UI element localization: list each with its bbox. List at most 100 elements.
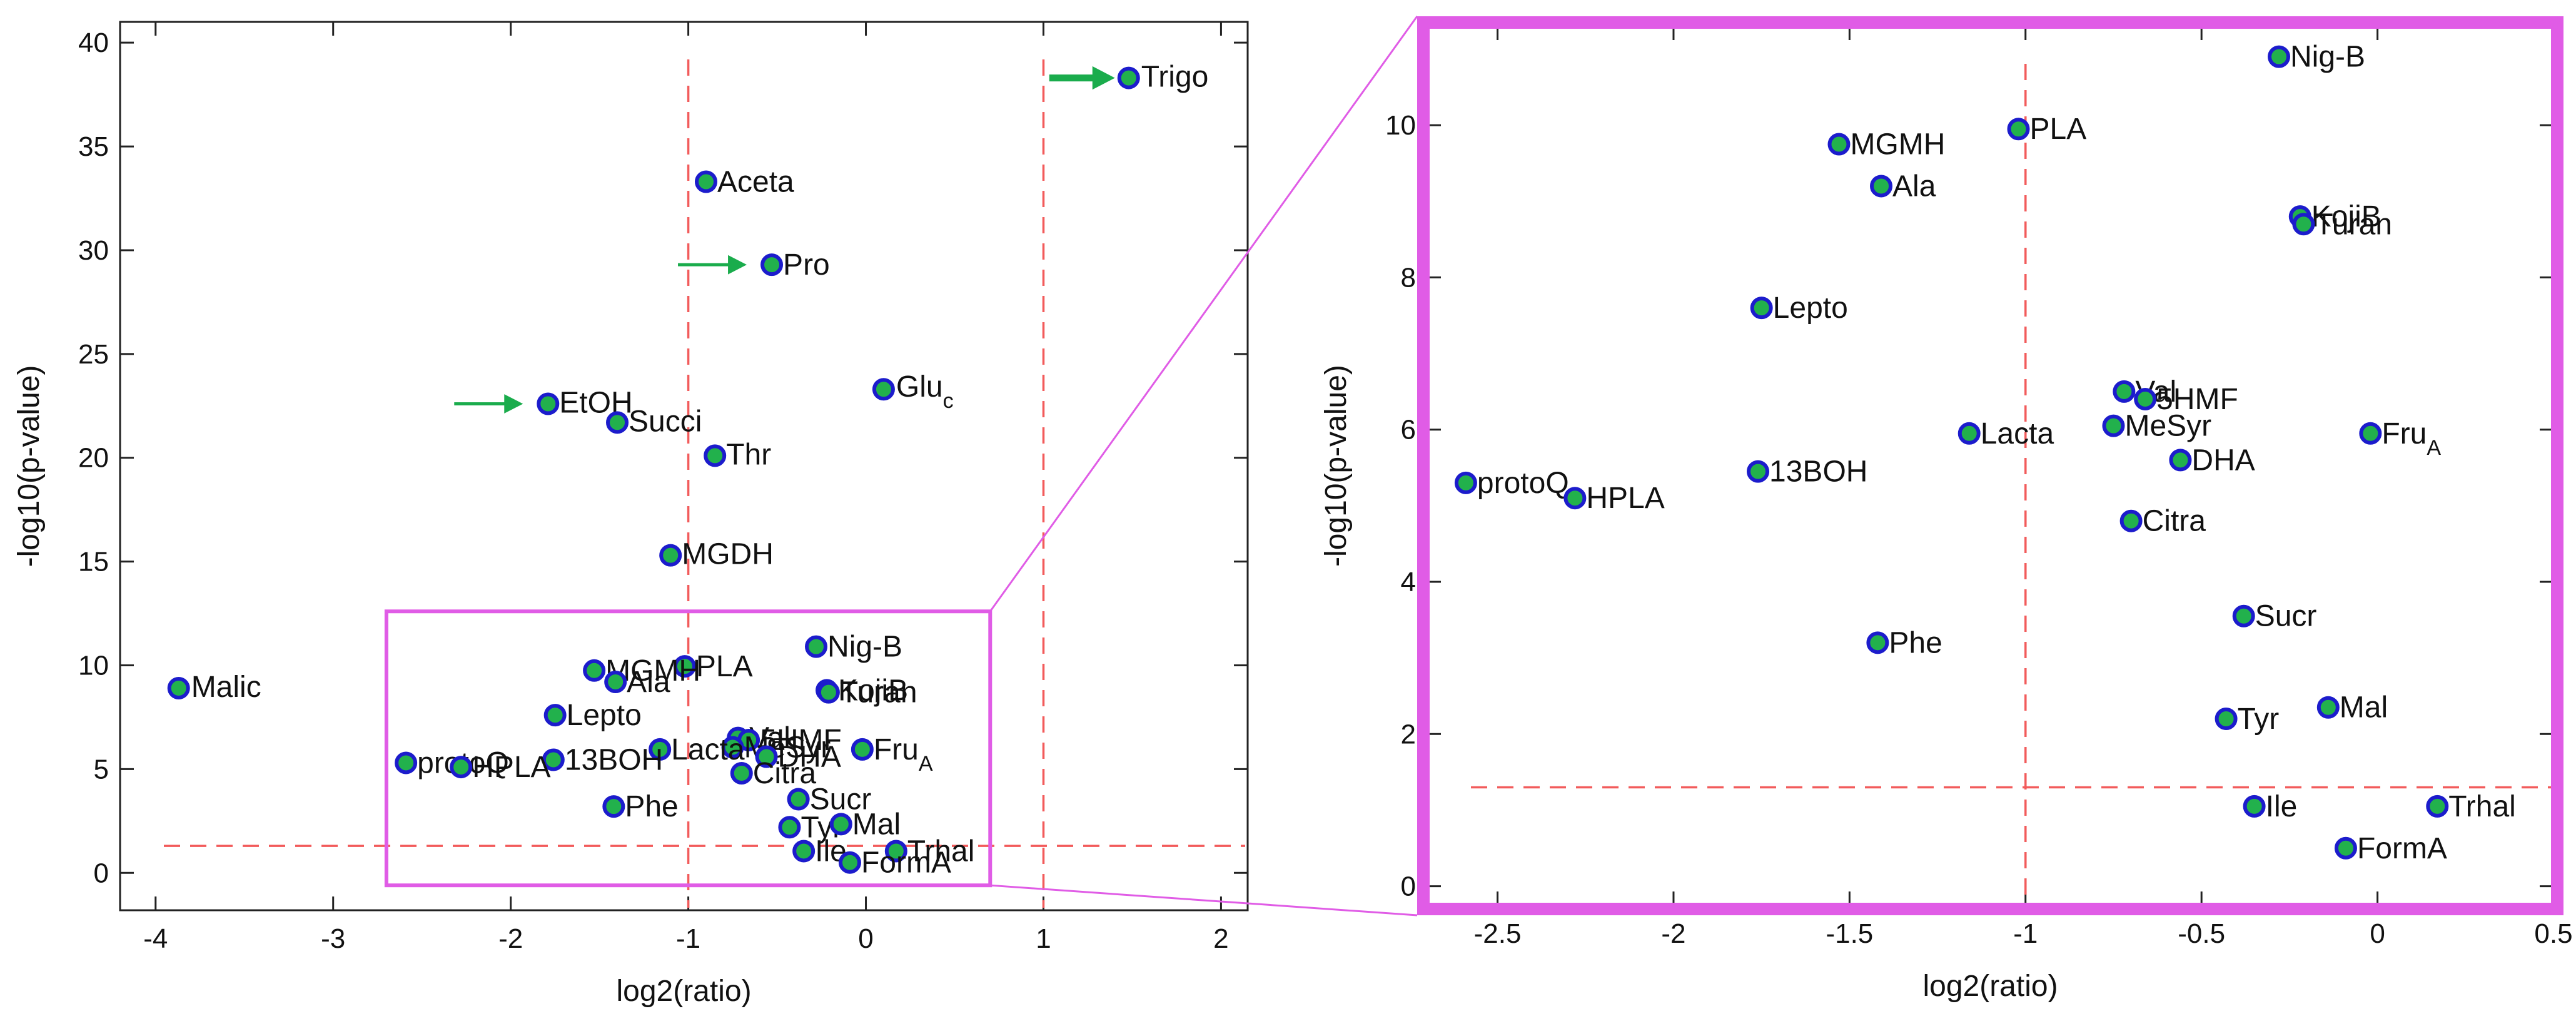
zoom-point-phe bbox=[1866, 631, 1889, 654]
zoom-point-sucr bbox=[2232, 604, 2255, 627]
zoom-point-ile bbox=[2243, 795, 2266, 818]
overview-point-trhal bbox=[884, 840, 907, 863]
zoom-x-tick-label: -0.5 bbox=[2178, 918, 2225, 949]
zoom-chart: -2.5 -2 -1.5 -1 -0.5 0 0.5 0 2 4 6 8 10 Nig-B PLA MGMH A… bbox=[1320, 16, 2573, 1003]
overview-point-label: Succi bbox=[629, 405, 702, 438]
overview-point-mgdh bbox=[659, 544, 682, 567]
overview-point-phe bbox=[602, 795, 625, 818]
zoom-point-label: Ile bbox=[2266, 790, 2298, 823]
overview-point-nig-b bbox=[805, 635, 828, 658]
overview-x-tick-label: -3 bbox=[321, 923, 345, 954]
zoom-point-label: PLA bbox=[2030, 113, 2087, 146]
overview-point-lacta bbox=[649, 738, 672, 761]
overview-point-label: Thr bbox=[726, 438, 771, 471]
overview-point-label: Aceta bbox=[717, 165, 794, 198]
overview-point-label: Ala bbox=[627, 666, 670, 699]
zoom-y-axis-label: -log10(p-value) bbox=[1320, 365, 1353, 567]
zoom-point-label: Sucr bbox=[2255, 600, 2317, 633]
overview-point-citra bbox=[730, 762, 753, 785]
overview-point-label: Turan bbox=[840, 676, 917, 709]
zoom-axes-frame bbox=[1426, 25, 2555, 906]
overview-x-tick-label: -4 bbox=[143, 923, 168, 954]
overview-point-label: MGDH bbox=[682, 538, 774, 571]
zoom-highlight-frame bbox=[1417, 16, 2563, 915]
overview-point-label: Trigo bbox=[1141, 61, 1209, 94]
highlight-arrow-trigo-head bbox=[1092, 66, 1115, 90]
zoom-point-fru bbox=[2359, 422, 2382, 445]
overview-x-tick-label: -2 bbox=[498, 923, 523, 954]
overview-x-axis-label: log2(ratio) bbox=[616, 975, 751, 1008]
overview-y-tick-label: 25 bbox=[78, 339, 109, 370]
zoom-point-label: Nig-B bbox=[2290, 41, 2365, 74]
overview-point-glu bbox=[872, 378, 895, 401]
overview-point-ile bbox=[792, 840, 816, 863]
overview-point-ala bbox=[604, 671, 627, 694]
zoom-point-label: Lacta bbox=[1981, 417, 2054, 450]
overview-point-label: KojiB bbox=[838, 674, 908, 707]
overview-point-label: PLA bbox=[696, 650, 753, 683]
zoom-y-tick-label: 6 bbox=[1401, 415, 1416, 445]
overview-point-thr bbox=[704, 444, 727, 467]
overview-point-etoh bbox=[537, 392, 560, 415]
overview-point-malic bbox=[167, 677, 190, 699]
overview-point-dha bbox=[755, 745, 778, 768]
overview-point-label: Malic bbox=[191, 671, 261, 704]
overview-point-13boh bbox=[542, 748, 565, 771]
zoom-x-tick-label: -1.5 bbox=[1826, 918, 1873, 949]
zoom-point-label: HPLA bbox=[1586, 482, 1664, 515]
zoom-x-tick-label: -2 bbox=[1661, 918, 1685, 949]
zoom-point-label: Mal bbox=[2340, 691, 2388, 724]
zoom-point-tyr bbox=[2215, 707, 2238, 730]
overview-y-tick-label: 5 bbox=[94, 754, 109, 785]
zoom-point-lacta bbox=[1957, 422, 1981, 445]
overview-point-label: Lepto bbox=[567, 699, 642, 732]
zoom-y-tick-label: 10 bbox=[1385, 110, 1416, 141]
overview-y-tick-label: 10 bbox=[78, 651, 109, 681]
zoom-point-label: FruA bbox=[2382, 417, 2441, 460]
zoom-point-val bbox=[2113, 380, 2136, 403]
overview-y-tick-label: 20 bbox=[78, 443, 109, 474]
zoom-point-protoq bbox=[1454, 471, 1477, 494]
zoom-point-pla bbox=[2007, 118, 2030, 141]
overview-y-tick-label: 30 bbox=[78, 235, 109, 266]
zoom-point-mesyr bbox=[2102, 414, 2125, 437]
zoom-point-ala bbox=[1870, 175, 1893, 198]
overview-point-label: 13BOH bbox=[565, 743, 663, 776]
overview-point-label: FruA bbox=[874, 733, 933, 776]
overview-x-tick-label: 0 bbox=[858, 923, 873, 954]
zoom-point-dha bbox=[2169, 449, 2192, 472]
overview-point-forma bbox=[838, 851, 861, 874]
overview-point-label: Pro bbox=[783, 248, 830, 282]
overview-point-mesyr bbox=[721, 736, 744, 759]
overview-y-tick-label: 35 bbox=[78, 131, 109, 162]
zoom-point-label: 13BOH bbox=[1769, 455, 1867, 489]
zoom-connector-top bbox=[989, 16, 1418, 612]
zoom-point-label: Ala bbox=[1892, 170, 1936, 203]
overview-chart: -4 -3 -2 -1 0 1 20510152025303540TrigoAcetaPro… bbox=[13, 21, 1249, 1008]
overview-point-label: Trhal bbox=[907, 835, 975, 868]
overview-point-label: Sucr bbox=[810, 783, 872, 816]
zoom-point-label: Phe bbox=[1889, 626, 1942, 659]
highlight-arrow-etoh-head bbox=[504, 394, 523, 414]
overview-point-turan bbox=[817, 681, 840, 704]
overview-point-label: FormA bbox=[861, 846, 951, 880]
overview-point-sucr bbox=[787, 788, 810, 811]
zoom-point-trhal bbox=[2426, 795, 2449, 818]
zoom-point-citra bbox=[2119, 509, 2143, 532]
overview-axes-frame bbox=[119, 21, 1249, 912]
zoom-connector-bottom bbox=[990, 884, 1418, 917]
overview-point-hpla bbox=[450, 756, 473, 779]
overview-point-tyr bbox=[778, 816, 801, 839]
zoom-point-nig-b bbox=[2268, 45, 2291, 68]
zoom-point-label: MeSyr bbox=[2124, 410, 2211, 443]
zoom-point-5hmf bbox=[2134, 388, 2157, 411]
overview-point-aceta bbox=[694, 170, 717, 193]
zoom-point-label: Tyr bbox=[2238, 703, 2280, 736]
zoom-point-mal bbox=[2316, 696, 2340, 719]
zoom-region-box bbox=[384, 609, 993, 888]
overview-point-label: DHA bbox=[778, 740, 841, 773]
zoom-point-lepto bbox=[1750, 297, 1773, 320]
overview-point-pla bbox=[673, 655, 696, 678]
zoom-x-axis-label: log2(ratio) bbox=[1922, 970, 2058, 1003]
zoom-point-label: KojiB bbox=[2311, 200, 2382, 233]
